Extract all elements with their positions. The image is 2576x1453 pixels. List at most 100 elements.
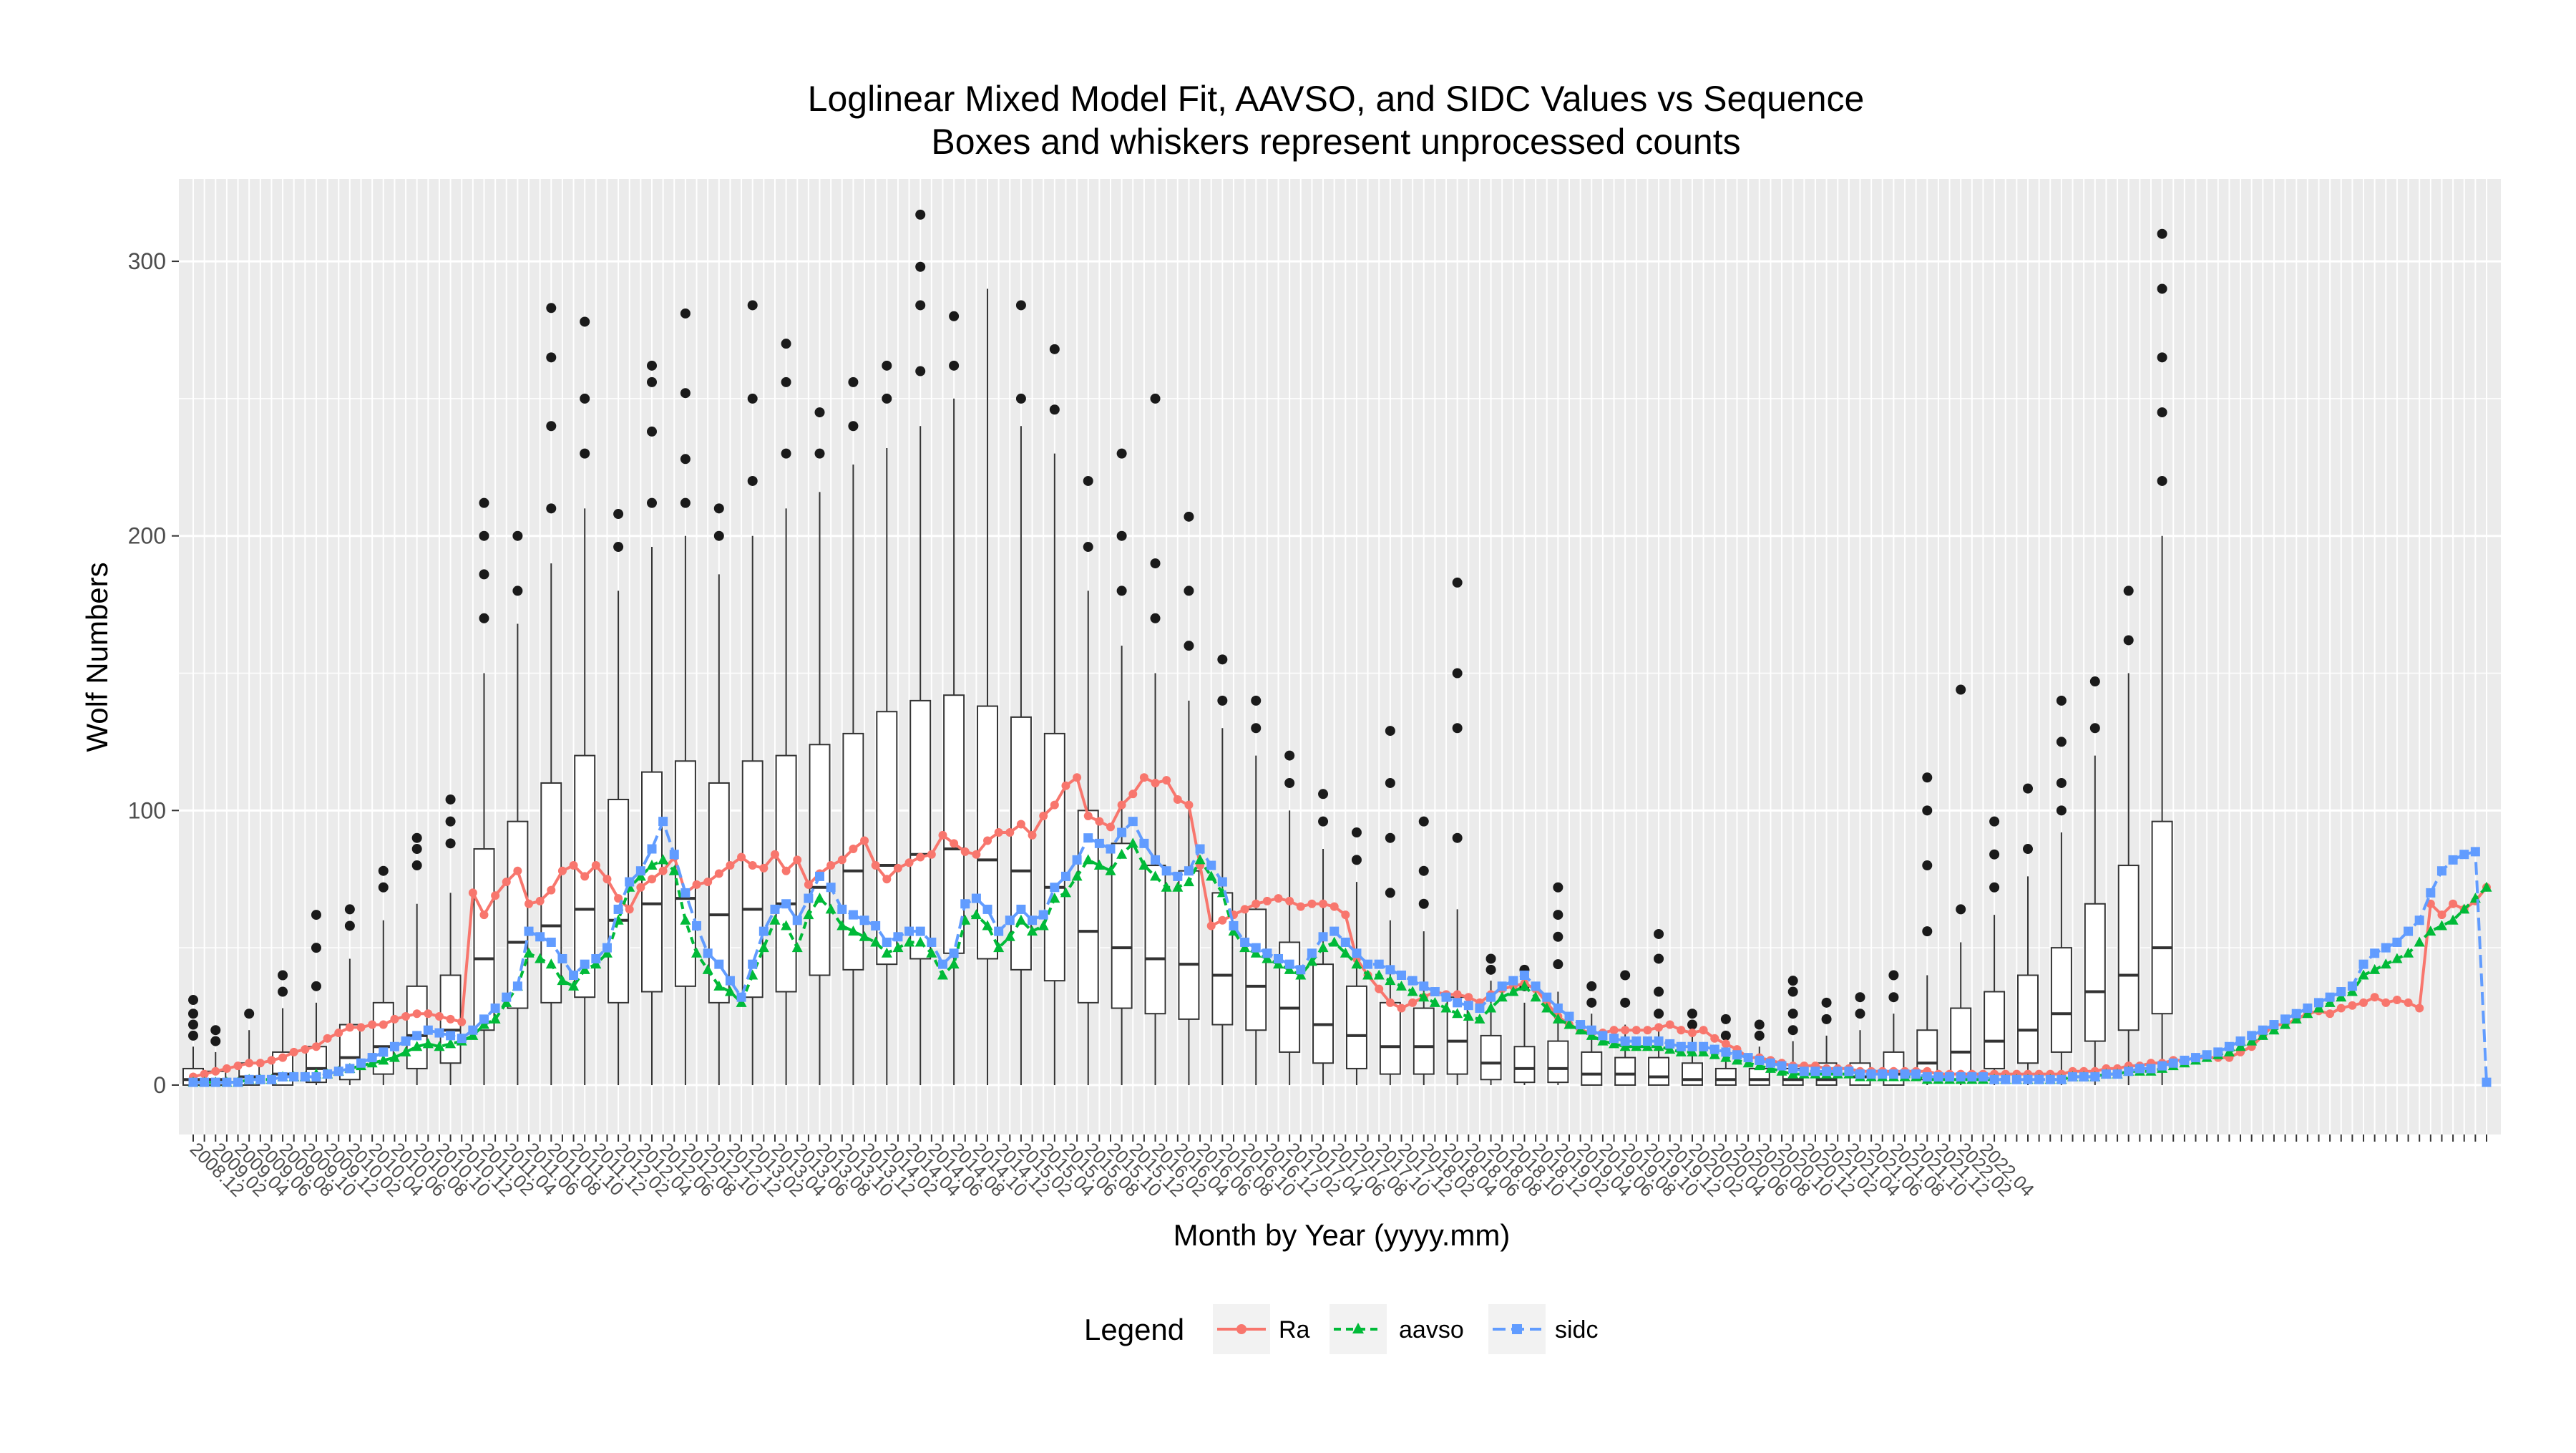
point-Ra: [211, 1066, 220, 1076]
point-Ra: [502, 878, 511, 887]
point-Ra: [591, 861, 600, 870]
point-aavso: [590, 958, 602, 969]
point-sidc: [300, 1071, 310, 1082]
point-sidc: [1262, 948, 1272, 958]
point-sidc: [971, 893, 981, 903]
point-sidc: [2291, 1009, 2301, 1019]
point-aavso: [1306, 956, 1317, 966]
box-outlier: [814, 448, 825, 459]
point-Ra: [938, 830, 947, 840]
point-Ra: [535, 896, 545, 905]
point-sidc: [982, 904, 992, 914]
point-sidc: [1173, 871, 1183, 881]
point-sidc: [804, 893, 814, 903]
point-Ra: [2404, 998, 2413, 1007]
box-outlier: [1251, 695, 1262, 706]
point-sidc: [1060, 871, 1070, 881]
box-outlier: [2089, 723, 2100, 734]
point-Ra: [960, 847, 970, 856]
point-sidc: [1475, 1004, 1485, 1014]
point-sidc: [1576, 1020, 1586, 1030]
point-sidc: [781, 899, 791, 909]
point-Ra: [1039, 812, 1048, 820]
box-outlier: [1888, 970, 1899, 981]
point-sidc: [1161, 866, 1171, 876]
point-sidc: [323, 1069, 333, 1079]
point-aavso: [2358, 969, 2369, 980]
point-Ra: [972, 850, 981, 859]
box-body: [977, 705, 999, 960]
point-aavso: [1508, 986, 1519, 996]
box-outlier: [1351, 827, 1362, 838]
box-outlier: [647, 376, 657, 387]
point-Ra: [625, 905, 634, 914]
box-outlier: [1083, 475, 1093, 486]
point-Ra: [525, 899, 534, 908]
box-outlier: [1217, 654, 1228, 665]
point-sidc: [457, 1034, 467, 1044]
point-Ra: [255, 1059, 265, 1068]
point-Ra: [1621, 1026, 1630, 1035]
point-sidc: [2157, 1061, 2167, 1071]
box-41: [641, 360, 663, 1085]
box-outlier: [1116, 448, 1127, 459]
box-95: [1245, 695, 1267, 1085]
box-body: [1950, 1007, 1972, 1075]
box-outlier: [747, 475, 758, 486]
series-layer: [187, 773, 2492, 1087]
point-Ra: [804, 880, 813, 889]
box-outlier: [1485, 953, 1496, 964]
point-Ra: [1095, 817, 1104, 826]
point-sidc: [1072, 855, 1082, 865]
box-body: [1312, 963, 1335, 1064]
point-aavso: [1150, 870, 1161, 881]
box-outlier: [747, 300, 758, 311]
box-body: [1581, 1051, 1603, 1086]
legend: Legend Ra aavso sidc: [1084, 1304, 1598, 1354]
point-Ra: [1408, 998, 1418, 1007]
point-aavso: [2268, 1024, 2280, 1035]
box-body: [1480, 1034, 1502, 1081]
point-sidc: [1967, 1071, 1977, 1082]
point-sidc: [289, 1071, 299, 1082]
point-sidc: [2280, 1014, 2290, 1024]
point-aavso: [1329, 936, 1340, 947]
box-outlier: [915, 300, 926, 311]
point-Ra: [871, 861, 880, 870]
point-aavso: [2280, 1019, 2291, 1029]
point-aavso: [400, 1046, 411, 1056]
box-outlier: [1922, 772, 1933, 783]
box-outlier: [1654, 1009, 1664, 1019]
point-sidc: [278, 1071, 288, 1082]
point-aavso: [545, 958, 557, 969]
point-sidc: [1888, 1069, 1898, 1079]
point-sidc: [1419, 981, 1429, 991]
point-Ra: [1005, 828, 1015, 837]
point-sidc: [2224, 1041, 2234, 1051]
box-outlier: [210, 1036, 221, 1046]
point-Ra: [547, 885, 556, 895]
point-sidc: [2414, 915, 2424, 925]
point-sidc: [1396, 971, 1406, 980]
box-outlier: [1217, 695, 1228, 706]
point-aavso: [2257, 1029, 2268, 1040]
point-sidc: [1989, 1074, 1999, 1084]
point-Ra: [412, 1009, 421, 1019]
box-body: [1681, 1062, 1703, 1086]
box-outlier: [546, 352, 557, 363]
point-sidc: [1777, 1061, 1787, 1071]
point-sidc: [1799, 1066, 1809, 1077]
point-sidc: [792, 915, 802, 925]
point-sidc: [1631, 1036, 1641, 1046]
point-Ra: [1073, 773, 1082, 782]
point-aavso: [904, 936, 915, 947]
point-sidc: [1709, 1044, 1719, 1054]
panel-background: [179, 179, 2501, 1134]
series-line-sidc: [193, 817, 2488, 1084]
box-outlier: [1049, 404, 1060, 415]
point-aavso: [2324, 996, 2336, 1007]
box-body: [1547, 1040, 1569, 1084]
point-Ra: [2437, 910, 2446, 920]
box-body: [2117, 865, 2140, 1031]
point-sidc: [2426, 888, 2436, 898]
